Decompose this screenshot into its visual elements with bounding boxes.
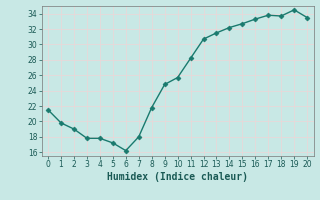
X-axis label: Humidex (Indice chaleur): Humidex (Indice chaleur): [107, 172, 248, 182]
